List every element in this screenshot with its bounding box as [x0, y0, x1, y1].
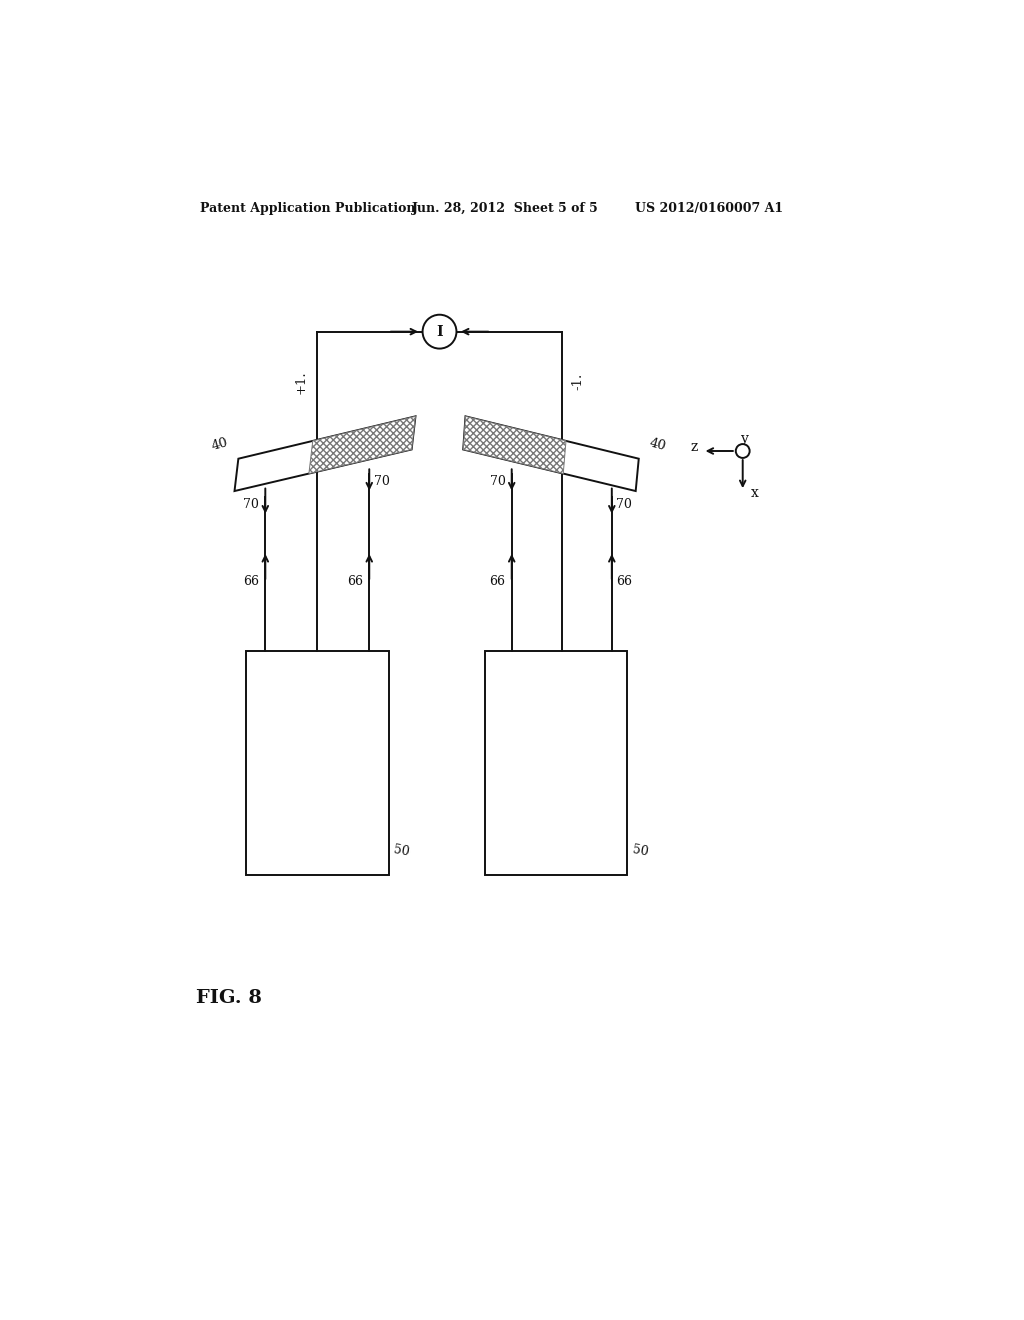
Text: z: z [691, 440, 698, 454]
Bar [246, 651, 388, 875]
Text: 50: 50 [392, 843, 411, 859]
Text: 66: 66 [489, 576, 506, 589]
Text: I: I [436, 325, 442, 339]
Polygon shape [234, 416, 416, 491]
Circle shape [736, 444, 750, 458]
Text: y: y [741, 433, 749, 446]
Polygon shape [463, 416, 566, 474]
Text: 66: 66 [347, 576, 364, 589]
Text: x: x [751, 486, 759, 500]
Polygon shape [309, 416, 416, 474]
Text: 70: 70 [244, 499, 259, 511]
Text: FIG. 8: FIG. 8 [196, 989, 262, 1007]
Polygon shape [463, 416, 639, 491]
Text: 40: 40 [210, 437, 229, 453]
Circle shape [423, 314, 457, 348]
Bar [484, 651, 628, 875]
Text: 40: 40 [648, 437, 668, 453]
Text: US 2012/0160007 A1: US 2012/0160007 A1 [635, 202, 783, 215]
Text: 66: 66 [616, 576, 633, 589]
Text: Patent Application Publication: Patent Application Publication [200, 202, 416, 215]
Text: Jun. 28, 2012  Sheet 5 of 5: Jun. 28, 2012 Sheet 5 of 5 [412, 202, 598, 215]
Text: 66: 66 [243, 576, 259, 589]
Text: +1.: +1. [295, 370, 308, 393]
Text: 70: 70 [616, 499, 632, 511]
Text: 70: 70 [489, 475, 506, 488]
Text: 50: 50 [631, 843, 649, 859]
Text: -1.: -1. [571, 374, 584, 391]
Text: 70: 70 [374, 475, 390, 488]
